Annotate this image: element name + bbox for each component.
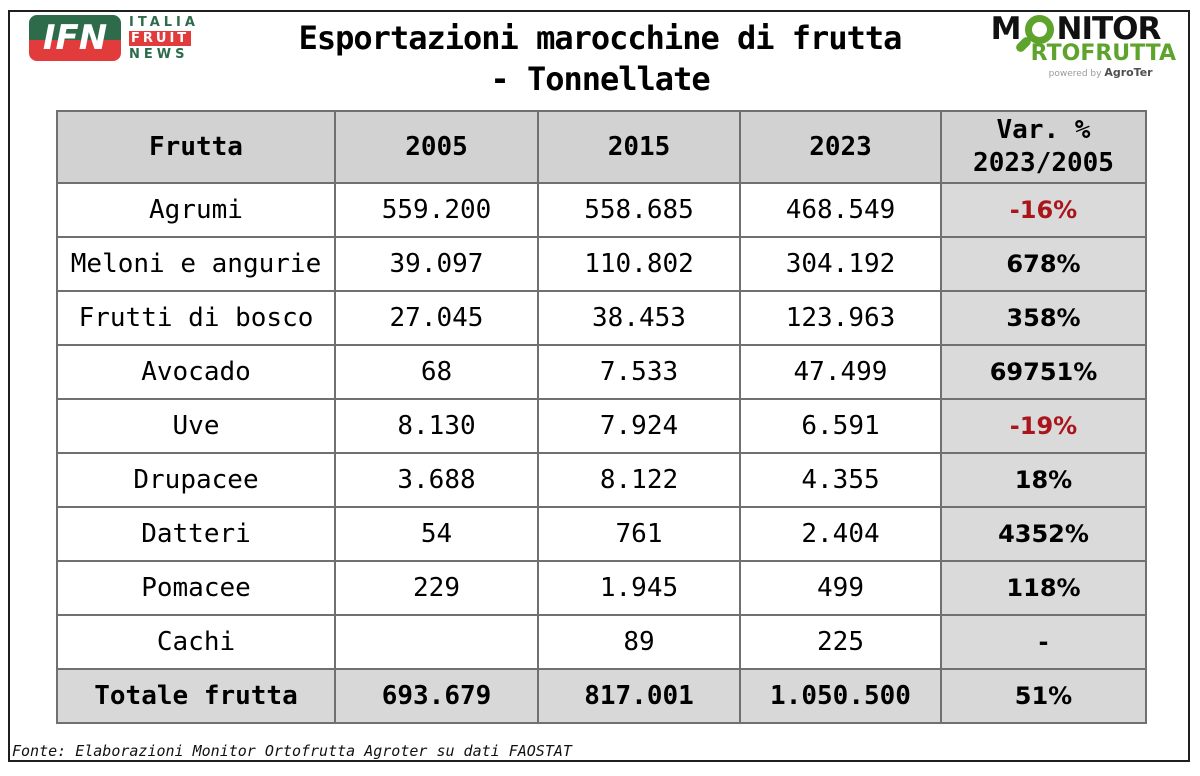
var-header-line-2: 2023/2005 bbox=[973, 148, 1114, 178]
value-2005-cell: 54 bbox=[334, 506, 539, 562]
var-pct-cell: -16% bbox=[940, 182, 1147, 238]
value-2023-cell: 4.355 bbox=[739, 452, 942, 508]
ifn-italia-label: ITALIA bbox=[129, 14, 199, 30]
table-row: Cachi 89 225- bbox=[56, 614, 1147, 670]
value-2023-cell: 1.050.500 bbox=[739, 668, 942, 724]
monitor-line-1: M NITOR bbox=[990, 11, 1176, 54]
table-row-total: Totale frutta 693.679 817.001 1.050.500 51% bbox=[56, 668, 1147, 724]
table-row: Meloni e angurie 39.097 110.802 304.192 678% bbox=[56, 236, 1147, 292]
page-border-frame bbox=[8, 10, 1190, 762]
value-2015-cell: 817.001 bbox=[537, 668, 741, 724]
table-row: Uve 8.130 7.924 6.591 -19% bbox=[56, 398, 1147, 454]
value-2005-cell: 27.045 bbox=[334, 290, 539, 346]
value-2005-cell: 229 bbox=[334, 560, 539, 616]
value-2023-cell: 2.404 bbox=[739, 506, 942, 562]
source-note: Fonte: Elaborazioni Monitor Ortofrutta A… bbox=[12, 742, 572, 760]
fruit-name-cell: Datteri bbox=[56, 506, 336, 562]
var-pct-cell: 18% bbox=[940, 452, 1147, 508]
table-body: Agrumi 559.200 558.685 468.549 -16% Meloni e … bbox=[56, 182, 1147, 724]
var-pct-cell: - bbox=[940, 614, 1147, 670]
value-2015-cell: 7.533 bbox=[537, 344, 741, 400]
title-line-1: Esportazioni marocchine di frutta bbox=[298, 19, 903, 57]
table-row: Agrumi 559.200 558.685 468.549 -16% bbox=[56, 182, 1147, 238]
fruit-exports-table: Frutta 2005 2015 2023 Var. % 2023/2005 A… bbox=[56, 110, 1147, 724]
value-2015-cell: 761 bbox=[537, 506, 741, 562]
column-header-var-pct: Var. % 2023/2005 bbox=[940, 110, 1147, 184]
var-pct-cell: 69751% bbox=[940, 344, 1147, 400]
agroter-label: AgroTer bbox=[1104, 66, 1153, 79]
ifn-logo: IFN ITALIA FRUIT NEWS bbox=[28, 14, 199, 62]
var-pct-cell: 358% bbox=[940, 290, 1147, 346]
ifn-badge-icon: IFN bbox=[28, 14, 122, 62]
column-header-2023: 2023 bbox=[739, 110, 942, 184]
title-line-2: - Tonnellate bbox=[490, 60, 710, 98]
value-2023-cell: 47.499 bbox=[739, 344, 942, 400]
ifn-news-label: NEWS bbox=[129, 46, 189, 62]
magnifier-icon bbox=[1013, 14, 1057, 54]
table-row: Avocado 68 7.533 47.499 69751% bbox=[56, 344, 1147, 400]
table-row: Datteri 54 761 2.404 4352% bbox=[56, 506, 1147, 562]
powered-by-label: powered by bbox=[1048, 69, 1102, 79]
table-row: Drupacee 3.688 8.122 4.355 18% bbox=[56, 452, 1147, 508]
value-2015-cell: 558.685 bbox=[537, 182, 741, 238]
fruit-name-cell: Uve bbox=[56, 398, 336, 454]
column-header-2015: 2015 bbox=[537, 110, 741, 184]
monitor-nitor-letters: NITOR bbox=[1056, 11, 1162, 47]
fruit-name-cell: Drupacee bbox=[56, 452, 336, 508]
value-2023-cell: 304.192 bbox=[739, 236, 942, 292]
var-pct-cell: 118% bbox=[940, 560, 1147, 616]
var-pct-cell: 4352% bbox=[940, 506, 1147, 562]
value-2005-cell: 3.688 bbox=[334, 452, 539, 508]
value-2023-cell: 499 bbox=[739, 560, 942, 616]
fruit-name-cell: Frutti di bosco bbox=[56, 290, 336, 346]
var-header-line-1: Var. % bbox=[996, 115, 1091, 145]
var-pct-cell: 51% bbox=[940, 668, 1147, 724]
value-2005-cell: 39.097 bbox=[334, 236, 539, 292]
value-2005-cell: 8.130 bbox=[334, 398, 539, 454]
ifn-logo-wordmark: ITALIA FRUIT NEWS bbox=[129, 15, 199, 62]
value-2023-cell: 225 bbox=[739, 614, 942, 670]
header: IFN ITALIA FRUIT NEWS Esportazioni maroc… bbox=[0, 0, 1200, 106]
fruit-name-cell: Cachi bbox=[56, 614, 336, 670]
column-header-frutta: Frutta bbox=[56, 110, 336, 184]
var-pct-cell: -19% bbox=[940, 398, 1147, 454]
table-header-row: Frutta 2005 2015 2023 Var. % 2023/2005 bbox=[56, 110, 1147, 184]
table-row: Frutti di bosco 27.045 38.453 123.963 358% bbox=[56, 290, 1147, 346]
value-2015-cell: 8.122 bbox=[537, 452, 741, 508]
column-header-2005: 2005 bbox=[334, 110, 539, 184]
fruit-name-cell: Pomacee bbox=[56, 560, 336, 616]
value-2005-cell: 68 bbox=[334, 344, 539, 400]
powered-by-agroter: powered by AgroTer bbox=[1049, 66, 1176, 79]
value-2005-cell: 559.200 bbox=[334, 182, 539, 238]
fruit-name-cell: Meloni e angurie bbox=[56, 236, 336, 292]
value-2015-cell: 38.453 bbox=[537, 290, 741, 346]
fruit-name-cell: Totale frutta bbox=[56, 668, 336, 724]
value-2023-cell: 6.591 bbox=[739, 398, 942, 454]
value-2023-cell: 468.549 bbox=[739, 182, 942, 238]
value-2015-cell: 110.802 bbox=[537, 236, 741, 292]
value-2015-cell: 89 bbox=[537, 614, 741, 670]
monitor-ortofrutta-logo: M NITOR RTOFRUTTA powered by AgroTer bbox=[990, 11, 1176, 80]
fruit-name-cell: Avocado bbox=[56, 344, 336, 400]
value-2015-cell: 7.924 bbox=[537, 398, 741, 454]
table-row: Pomacee 229 1.945 499 118% bbox=[56, 560, 1147, 616]
value-2005-cell: 693.679 bbox=[334, 668, 539, 724]
magnifier-ring bbox=[1024, 15, 1054, 44]
monitor-m-letter: M bbox=[990, 11, 1022, 47]
fruit-name-cell: Agrumi bbox=[56, 182, 336, 238]
monitor-line-2: RTOFRUTTA bbox=[1030, 41, 1176, 66]
value-2005-cell bbox=[334, 614, 539, 670]
value-2015-cell: 1.945 bbox=[537, 560, 741, 616]
ifn-fruit-label: FRUIT bbox=[129, 30, 192, 46]
page-title: Esportazioni marocchine di frutta - Tonn… bbox=[0, 18, 1200, 100]
value-2023-cell: 123.963 bbox=[739, 290, 942, 346]
var-pct-cell: 678% bbox=[940, 236, 1147, 292]
